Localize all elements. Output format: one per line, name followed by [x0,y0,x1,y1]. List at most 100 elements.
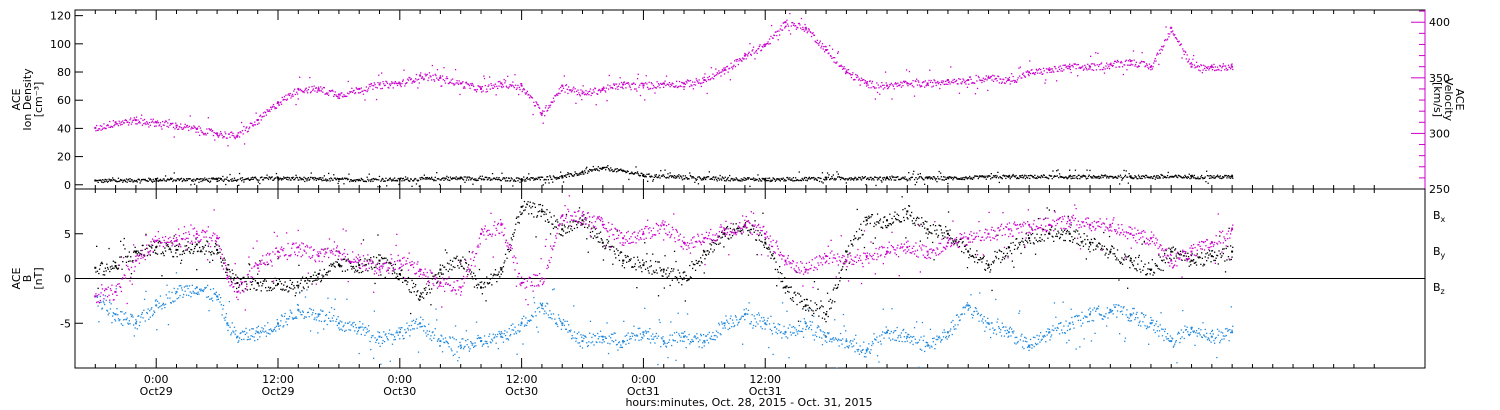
density-series-sample [883,176,885,179]
b-series-bx-sample [787,286,789,289]
density-series-sample [864,176,866,178]
velocity-series-sample [752,49,754,51]
density-series-sample [644,175,647,177]
density-series-sample [593,169,595,171]
density-series-sample [876,176,878,179]
density-series-sample [909,179,911,181]
density-series-sample [1034,177,1037,179]
velocity-series-sample [915,80,917,83]
b-series-bx-sample [773,257,776,259]
velocity-series-sample [191,126,193,128]
velocity-series-sample [971,82,973,84]
velocity-series-sample [512,85,515,87]
b-series-bx-sample [347,258,349,260]
velocity-series-sample [1144,66,1146,68]
density-series-sample [785,179,787,182]
density-series-sample [710,177,713,180]
b-series-bx-sample [517,221,519,224]
b-series-bx-sample [278,278,280,281]
density-series-sample [365,180,367,183]
b-series-bx-sample [241,289,244,292]
b-series-bx-sample [1098,242,1100,244]
b-series-bx-sample [1037,218,1040,220]
b-series-bx-sample [697,262,699,265]
b-series-bx-sample [976,262,979,264]
velocity-series-sample [1109,63,1111,65]
density-series-sample [834,179,837,181]
density-series-sample [543,179,545,181]
velocity-series-sample [590,94,592,97]
velocity-series-sample [278,104,280,106]
density-series-sample [1222,176,1224,178]
b-series-bx-sample [1077,230,1079,232]
density-series-sample [424,178,426,180]
b-series-bx-sample [1101,245,1103,247]
b-series-bx-sample [1228,227,1230,229]
density-series-sample [342,178,344,180]
b-series-bx-sample [1080,241,1082,243]
density-series-sample [500,179,502,182]
density-series-sample [742,179,744,181]
b-series-bx-sample [554,226,556,228]
velocity-series-sample [581,99,583,101]
density-series-sample [156,177,159,179]
velocity-series-sample [585,90,587,92]
velocity-series-sample [154,120,157,123]
velocity-series-sample [524,92,526,94]
density-series-sample [845,178,847,180]
density-series-sample [364,180,366,182]
b-series-bx-sample [1103,245,1106,247]
b-series-bx-sample [1064,239,1066,242]
b-series-bx-sample [1024,239,1027,241]
b-series-bx-sample [702,254,704,256]
velocity-series-sample [665,75,668,77]
velocity-series-sample [282,99,284,101]
velocity-series-sample [913,86,915,88]
velocity-series-sample [267,110,270,112]
density-series-sample [141,179,143,181]
velocity-series-sample [1096,64,1098,66]
b-series-bx-sample [1179,250,1182,252]
velocity-series-sample [889,84,892,86]
b-series-bx-point [601,241,604,244]
density-series-sample [792,177,795,179]
density-series-sample [1034,174,1036,176]
density-series-sample [650,175,652,177]
density-series-sample [918,176,921,178]
b-series-bx-sample [270,289,273,292]
b-series-bx-sample [546,209,548,211]
b-series-bx-sample [320,281,322,283]
density-series-sample [945,178,947,180]
b-series-bx-sample [817,288,819,290]
velocity-series-sample [419,74,421,76]
density-series-sample [195,179,197,181]
density-series-sample [743,177,745,179]
b-series-bx-sample [240,278,242,281]
density-series-sample [1181,177,1183,179]
b-series-bx-sample [895,217,897,220]
density-series-sample [217,177,220,179]
b-series-bx-sample [1093,237,1095,240]
density-series-sample [576,173,578,175]
b-series-bx-sample [1106,249,1108,251]
b-series-bx-sample [497,273,499,275]
density-series-sample [667,173,669,175]
density-series-sample [355,179,357,181]
velocity-series-sample [625,87,627,89]
velocity-series-sample [202,132,204,135]
density-series-sample [752,178,754,180]
velocity-series-sample [986,79,988,81]
b-series-bx-sample [338,263,340,265]
velocity-series-sample [466,83,468,85]
b-series-bx-sample [1074,237,1076,239]
velocity-series-sample [403,69,405,71]
density-series-sample [572,175,574,177]
b-series-bx-sample [1121,263,1124,265]
velocity-series-sample [520,83,522,85]
top-right-axis-title-line: [km/s] [1431,82,1444,117]
b-series-bx-sample [1096,244,1098,246]
density-series-sample [375,178,377,180]
density-series-sample [307,177,309,179]
velocity-series-sample [788,29,790,32]
density-series-sample [1221,177,1223,180]
